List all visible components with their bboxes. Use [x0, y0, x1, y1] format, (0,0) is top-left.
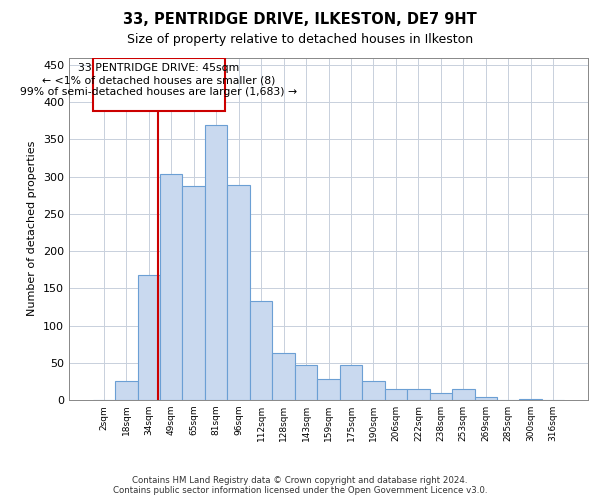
Bar: [430, 394, 452, 400]
Bar: [295, 365, 317, 400]
Bar: [475, 397, 497, 400]
Bar: [160, 174, 182, 400]
Bar: [115, 382, 137, 400]
Bar: [205, 124, 227, 400]
Bar: [182, 186, 205, 400]
Bar: [317, 379, 340, 400]
Bar: [340, 365, 362, 400]
Y-axis label: Number of detached properties: Number of detached properties: [28, 141, 37, 316]
Bar: [407, 389, 430, 400]
Bar: [362, 382, 385, 400]
Text: Size of property relative to detached houses in Ilkeston: Size of property relative to detached ho…: [127, 32, 473, 46]
Text: ← <1% of detached houses are smaller (8): ← <1% of detached houses are smaller (8): [42, 76, 275, 86]
Text: 33 PENTRIDGE DRIVE: 45sqm: 33 PENTRIDGE DRIVE: 45sqm: [78, 64, 239, 74]
Bar: [385, 389, 407, 400]
Bar: [272, 353, 295, 400]
Bar: [250, 301, 272, 400]
Text: 33, PENTRIDGE DRIVE, ILKESTON, DE7 9HT: 33, PENTRIDGE DRIVE, ILKESTON, DE7 9HT: [123, 12, 477, 28]
Bar: [137, 275, 160, 400]
Bar: [520, 398, 542, 400]
Bar: [227, 185, 250, 400]
Bar: [452, 389, 475, 400]
Text: Contains HM Land Registry data © Crown copyright and database right 2024.: Contains HM Land Registry data © Crown c…: [132, 476, 468, 485]
Text: Contains public sector information licensed under the Open Government Licence v3: Contains public sector information licen…: [113, 486, 487, 495]
Bar: [92, 58, 225, 111]
Text: 99% of semi-detached houses are larger (1,683) →: 99% of semi-detached houses are larger (…: [20, 88, 298, 98]
